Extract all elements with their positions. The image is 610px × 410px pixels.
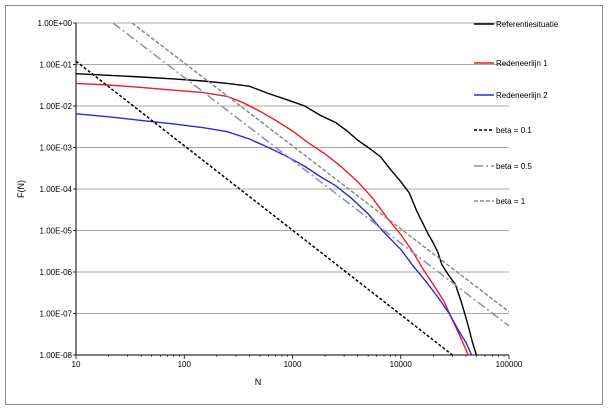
series-line-beta-1 xyxy=(131,23,509,313)
y-tick-label: 1.00E-03 xyxy=(40,144,73,153)
y-tick-label: 1.00E-04 xyxy=(40,185,73,194)
series-line-referentiesituatie xyxy=(76,73,478,355)
legend-label-beta-1: beta = 1 xyxy=(496,197,526,206)
line-chart: 1.00E-08 1.00E-07 1.00E-06 1.00E-05 1.00E-04… xyxy=(16,19,559,387)
axes: 1.00E-08 1.00E-07 1.00E-06 1.00E-05 1.00E-04… xyxy=(38,19,523,369)
grid xyxy=(76,22,509,314)
legend-label-redeneerlijn-2: Redeneerlijn 2 xyxy=(496,91,548,100)
legend: Referentiesituatie Redeneerlijn 1 Redeneer… xyxy=(474,20,559,206)
y-axis-title: F(N) xyxy=(16,180,26,198)
legend-label-beta-0-5: beta = 0.5 xyxy=(496,162,532,171)
legend-label-redeneerlijn-1: Redeneerlijn 1 xyxy=(496,59,548,68)
series-line-redeneerlijn-1 xyxy=(76,82,469,355)
series-line-beta-0-1 xyxy=(76,60,453,355)
x-axis-title: N xyxy=(255,377,262,387)
y-tick-label: 1.00E-06 xyxy=(40,268,73,277)
y-tick-label: 1.00E-08 xyxy=(40,351,73,360)
x-tick-label: 100000 xyxy=(496,360,523,369)
legend-label-referentiesituatie: Referentiesituatie xyxy=(496,20,559,29)
legend-label-beta-0-1: beta = 0.1 xyxy=(496,126,532,135)
x-tick-label: 10 xyxy=(72,360,81,369)
series-lines xyxy=(76,23,509,355)
x-tick-label: 1000 xyxy=(284,360,302,369)
y-tick-label: 1.00E-02 xyxy=(40,102,73,111)
y-tick-label: 1.00E+00 xyxy=(38,19,73,28)
y-tick-label: 1.00E-01 xyxy=(40,61,73,70)
y-tick-label: 1.00E-05 xyxy=(40,227,73,236)
y-tick-label: 1.00E-07 xyxy=(40,310,73,319)
series-line-beta-0-5 xyxy=(112,23,509,327)
x-tick-label: 100 xyxy=(178,360,192,369)
series-line-redeneerlijn-2 xyxy=(76,113,473,355)
chart-frame: 1.00E-08 1.00E-07 1.00E-06 1.00E-05 1.00E-04… xyxy=(5,5,603,405)
x-tick-label: 10000 xyxy=(390,360,413,369)
